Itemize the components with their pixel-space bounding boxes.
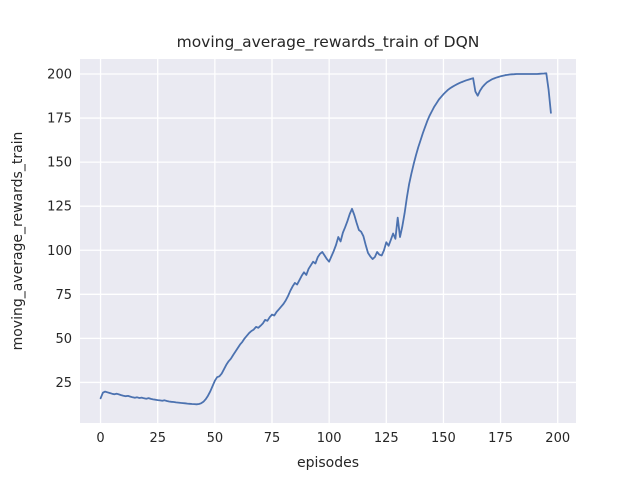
data-series	[99, 72, 552, 406]
x-tick-label: 50	[207, 431, 224, 446]
y-tick-label: 150	[47, 156, 72, 171]
y-tick-label: 125	[47, 200, 72, 215]
y-tick-label: 50	[55, 332, 72, 347]
series-line-moving_average_rewards_train	[99, 72, 552, 406]
x-axis-label: episodes	[297, 455, 359, 471]
x-tick-label: 150	[431, 431, 456, 446]
y-tick-label: 100	[47, 244, 72, 259]
chart-title: moving_average_rewards_train of DQN	[177, 33, 480, 52]
y-tick-label: 25	[55, 376, 72, 391]
x-tick-label: 75	[264, 431, 281, 446]
y-tick-label: 75	[55, 288, 72, 303]
x-tick-label: 200	[545, 431, 570, 446]
y-axis-label: moving_average_rewards_train	[10, 132, 26, 351]
gridlines	[80, 59, 576, 423]
y-tick-label: 200	[47, 67, 72, 82]
x-tick-label: 0	[96, 431, 104, 446]
y-tick-label: 175	[47, 112, 72, 127]
x-tick-label: 125	[374, 431, 399, 446]
tick-labels: 0 25 50 75 100 125 150 175 200 25 50 75 100 125 150 175…	[47, 67, 570, 446]
x-tick-label: 100	[317, 431, 342, 446]
plot-area	[80, 59, 576, 423]
x-tick-label: 25	[149, 431, 166, 446]
x-tick-label: 175	[488, 431, 513, 446]
